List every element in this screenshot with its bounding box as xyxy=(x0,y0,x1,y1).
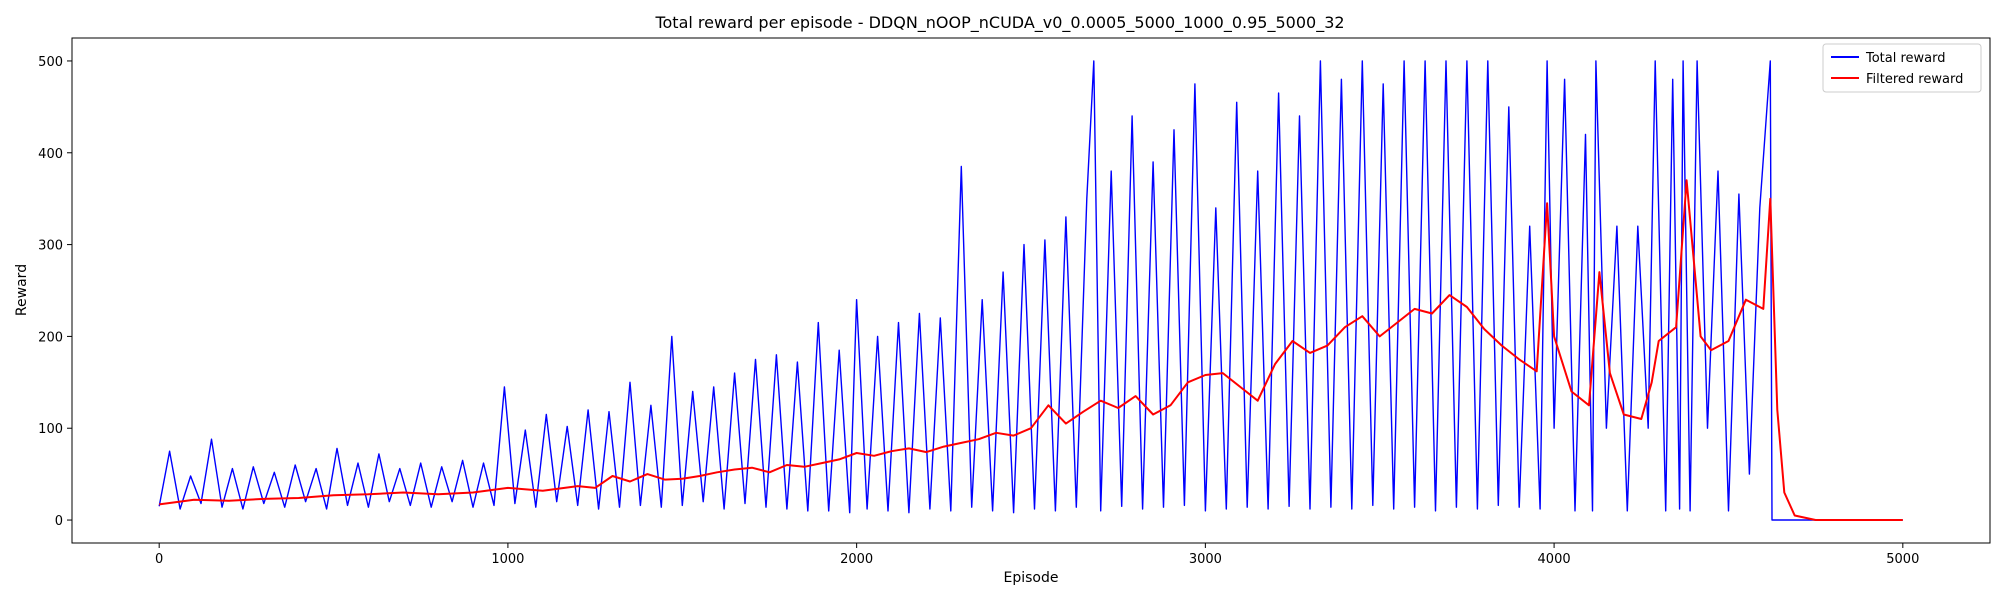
y-axis-ticks: 0 100 200 300 400 500 xyxy=(38,55,72,529)
x-tick-label: 0 xyxy=(155,552,163,567)
x-tick-label: 1000 xyxy=(491,552,524,567)
y-tick-label: 0 xyxy=(55,514,63,529)
series-line-total-reward xyxy=(158,60,1903,521)
legend-label-filtered-reward: Filtered reward xyxy=(1866,72,1963,87)
legend-box xyxy=(1822,43,1982,93)
plot-frame xyxy=(71,37,1991,544)
series-layer xyxy=(158,60,1903,521)
y-tick-label: 400 xyxy=(38,147,63,162)
legend: Total reward Filtered reward xyxy=(1822,43,1982,93)
x-axis-title: Episode xyxy=(1004,570,1059,586)
y-axis-title: Reward xyxy=(14,264,30,316)
y-tick-label: 300 xyxy=(38,239,63,254)
series-line-filtered-reward xyxy=(159,179,1903,521)
x-tick-label: 2000 xyxy=(840,552,873,567)
x-tick-label: 5000 xyxy=(1886,552,1919,567)
chart-title: Total reward per episode - DDQN_nOOP_nCU… xyxy=(654,13,1344,33)
x-axis-ticks: 0 1000 2000 3000 4000 5000 xyxy=(155,543,1919,567)
legend-label-total-reward: Total reward xyxy=(1865,51,1946,66)
x-tick-label: 3000 xyxy=(1189,552,1222,567)
x-tick-label: 4000 xyxy=(1538,552,1571,567)
y-tick-label: 500 xyxy=(38,55,63,70)
y-tick-label: 200 xyxy=(38,330,63,345)
y-tick-label: 100 xyxy=(38,422,63,437)
